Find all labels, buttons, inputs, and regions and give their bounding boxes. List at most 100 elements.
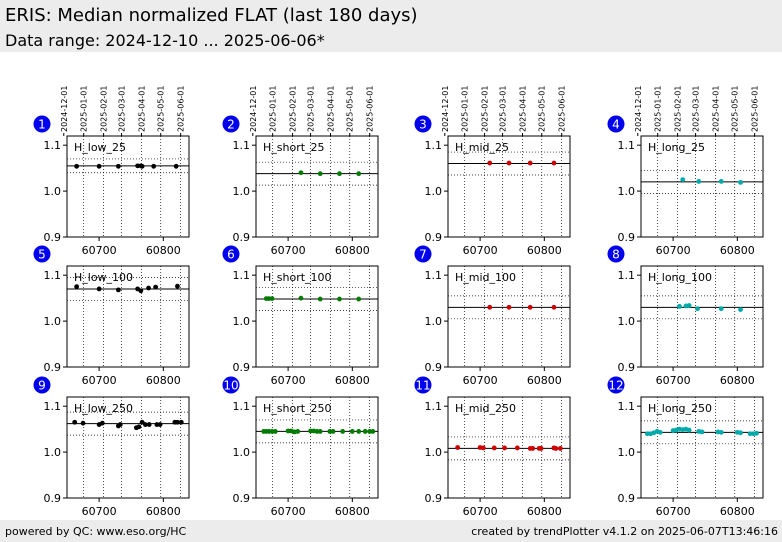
y-tick-label: 0.9 — [233, 231, 251, 244]
data-point — [718, 306, 724, 312]
x-tick-label: 60800 — [527, 244, 562, 257]
data-point — [115, 163, 121, 169]
data-point — [175, 283, 180, 289]
data-point — [696, 179, 702, 184]
panel-number-badge — [33, 115, 51, 133]
data-point — [74, 284, 80, 290]
data-point — [74, 163, 80, 169]
panel-number: 7 — [419, 248, 427, 262]
y-tick-label: 0.9 — [233, 361, 251, 374]
y-tick-label: 0.9 — [233, 492, 251, 505]
data-point — [146, 422, 152, 427]
date-tick-label: 2025-02-01 — [481, 86, 490, 132]
plot-frame — [66, 135, 190, 238]
y-tick-label: 1.1 — [618, 400, 636, 413]
data-point — [340, 429, 346, 434]
panel-label: H_short_25 — [263, 141, 325, 154]
data-point — [99, 420, 105, 426]
data-point — [551, 304, 557, 310]
data-point — [298, 170, 304, 176]
footer-credit: powered by QC: www.eso.org/HC — [5, 525, 187, 538]
plot-frame — [66, 265, 190, 368]
panel-number: 4 — [612, 118, 620, 132]
date-tick-label: 2025-03-01 — [118, 86, 127, 133]
data-point — [487, 160, 493, 166]
date-tick-label: 2025-01-01 — [80, 86, 89, 132]
x-tick-label: 60800 — [335, 374, 370, 387]
y-tick-label: 0.9 — [618, 492, 636, 505]
y-tick-label: 1.1 — [44, 269, 62, 282]
data-point — [117, 422, 123, 427]
data-point — [317, 171, 323, 177]
data-point — [138, 288, 144, 294]
x-tick-label: 60800 — [146, 374, 181, 387]
panel-number-badge — [33, 245, 51, 263]
date-tick-label: 2025-06-01 — [366, 86, 375, 133]
data-point — [356, 429, 362, 434]
x-tick-label: 60700 — [82, 505, 117, 518]
y-tick-label: 1.0 — [618, 315, 636, 328]
date-tick-label: 2025-03-01 — [499, 85, 508, 132]
x-tick-label: 60700 — [271, 374, 306, 387]
panel-number-badge — [414, 115, 432, 133]
panel-label: H_short_250 — [263, 402, 332, 415]
y-tick-label: 1.0 — [44, 446, 62, 459]
y-tick-label: 0.9 — [618, 231, 636, 244]
data-point — [738, 307, 743, 313]
y-tick-label: 1.1 — [233, 269, 251, 282]
data-point — [362, 429, 368, 434]
panel-number: 3 — [419, 118, 427, 132]
data-point — [175, 419, 180, 425]
panel-number: 11 — [415, 379, 430, 393]
data-point — [337, 296, 342, 302]
y-tick-label: 1.1 — [44, 139, 62, 152]
data-point — [538, 446, 544, 451]
data-point — [157, 422, 163, 427]
data-point — [178, 419, 184, 425]
data-point — [487, 304, 493, 310]
data-point — [527, 304, 533, 310]
x-tick-label: 60800 — [335, 244, 370, 257]
panel-label: H_low_100 — [74, 271, 133, 284]
plot-frame — [255, 265, 379, 368]
date-tick-label: 2024-12-01 — [634, 86, 643, 133]
date-tick-label: 2025-03-01 — [692, 86, 701, 133]
x-tick-label: 60800 — [720, 374, 755, 387]
y-tick-label: 1.0 — [233, 185, 251, 198]
data-point — [349, 429, 355, 434]
data-point — [173, 163, 179, 169]
panel-number-badge — [414, 245, 432, 263]
data-point — [657, 429, 663, 435]
panel-number-badge — [222, 245, 240, 263]
panel-label: H_mid_250 — [455, 402, 516, 415]
panel-number: 1 — [38, 118, 46, 132]
x-tick-label: 60700 — [656, 244, 691, 257]
panel-label: H_low_25 — [74, 141, 126, 154]
data-point — [298, 295, 304, 301]
y-tick-label: 1.1 — [233, 139, 251, 152]
y-tick-label: 1.0 — [425, 185, 443, 198]
data-point — [699, 429, 705, 435]
page-title: ERIS: Median normalized FLAT (last 180 d… — [5, 5, 418, 26]
date-tick-label: 2025-01-01 — [269, 86, 278, 133]
data-point — [455, 445, 461, 450]
footer-bar: powered by QC: www.eso.org/HC created by… — [0, 520, 782, 542]
data-point — [738, 179, 743, 185]
panel-label: H_long_250 — [648, 402, 712, 415]
y-tick-label: 1.0 — [425, 446, 443, 459]
y-tick-label: 0.9 — [44, 492, 62, 505]
data-point — [680, 177, 686, 183]
plot-frame — [640, 396, 764, 499]
panel-number: 2 — [227, 118, 235, 132]
y-tick-label: 0.9 — [44, 231, 62, 244]
y-tick-label: 1.1 — [425, 269, 443, 282]
data-point — [695, 306, 700, 312]
data-point — [553, 446, 559, 451]
y-tick-label: 1.1 — [618, 139, 636, 152]
date-tick-label: 2025-05-01 — [346, 86, 355, 133]
data-point — [115, 287, 121, 293]
data-point — [686, 303, 692, 308]
x-tick-label: 60800 — [146, 505, 181, 518]
y-tick-label: 1.0 — [44, 315, 62, 328]
